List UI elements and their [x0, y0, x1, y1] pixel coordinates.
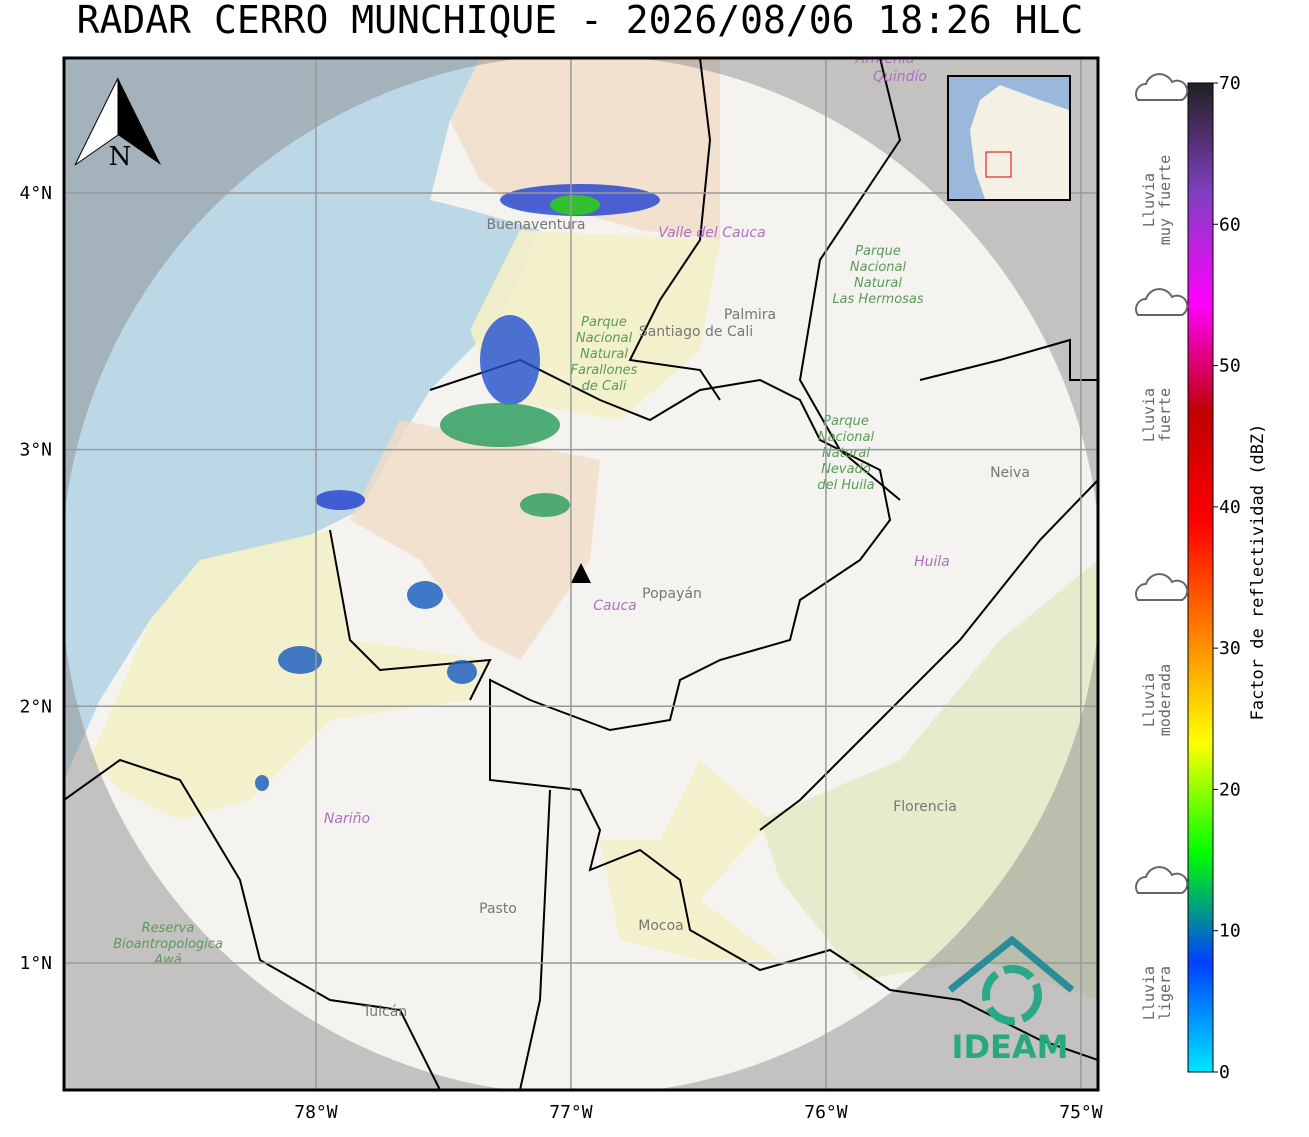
place-label: Santiago de Cali [639, 324, 753, 340]
map-frame [62, 56, 1100, 1092]
park-label: Reserva [142, 921, 195, 936]
echo [520, 493, 570, 517]
place-label: Mocoa [638, 918, 684, 934]
x-tick-label: 78°W [294, 1102, 338, 1123]
park-label: Parque [855, 244, 901, 259]
park-label: Natural [854, 276, 902, 291]
park-label: de Cali [582, 379, 627, 394]
echo [255, 775, 269, 791]
rain-label: muy fuerte [1156, 155, 1174, 245]
park-label: Parque [823, 414, 869, 429]
park-label: Las Hermosas [832, 292, 924, 307]
park-label: Nacional [850, 260, 907, 275]
park-label: Parque [581, 315, 627, 330]
colorbar-tick-label: 10 [1219, 921, 1241, 942]
colorbar-tick-label: 60 [1219, 214, 1241, 235]
grid: 78°W 77°W 76°W 75°W 1°N 2°N 3°N 4°N [19, 58, 1103, 1123]
rain-icon [1135, 573, 1189, 601]
park-label: Nevado [821, 462, 871, 477]
park-label: Bioantropologica [113, 937, 223, 952]
echo [447, 660, 477, 684]
rain-label: Lluvia [1140, 673, 1158, 727]
region [600, 760, 780, 960]
borders [64, 58, 1098, 1090]
place-label: Florencia [893, 799, 957, 815]
y-tick-label: 1°N [19, 953, 52, 974]
echo [550, 195, 600, 215]
rain-label: Lluvia [1140, 966, 1158, 1020]
colorbar-tick-label: 40 [1219, 497, 1241, 518]
inset-extent [985, 151, 1012, 178]
radar-echoes [255, 184, 660, 791]
inset-sea [949, 77, 1069, 199]
rain-label: Lluvia [1140, 388, 1158, 442]
colorbar [1187, 82, 1214, 1073]
rain-label: fuerte [1156, 388, 1174, 442]
colorbar-label: Factor de reflectividad (dBZ) [1248, 424, 1268, 721]
logo-text: IDEAM [952, 1028, 1069, 1066]
park-label: Nacional [818, 430, 875, 445]
y-tick-label: 2°N [19, 696, 52, 717]
map: Santiago de Cali Palmira Popayán Cauca N… [64, 51, 1098, 1090]
inset-map [947, 75, 1071, 201]
echo [480, 315, 540, 405]
park-label: Natural [580, 347, 628, 362]
title: RADAR CERRO MUNCHIQUE - 2026/08/06 18:26… [77, 0, 1084, 42]
x-tick-label: 76°W [804, 1102, 848, 1123]
y-tick-label: 3°N [19, 440, 52, 461]
y-tick-label: 4°N [19, 183, 52, 204]
rain-label: moderada [1156, 664, 1174, 736]
logo-roof [947, 935, 1075, 993]
place-label: Cauca [593, 598, 637, 614]
place-label: Quindío [873, 69, 927, 85]
park-label: Farallones [571, 363, 638, 378]
sea [64, 58, 540, 780]
logo: IDEAM [947, 935, 1075, 1066]
rain-icon [1135, 288, 1189, 316]
place-label: Armenia [855, 51, 915, 67]
place-label: Pasto [479, 901, 517, 917]
place-label: Popayán [642, 586, 702, 602]
x-tick-label: 75°W [1059, 1102, 1103, 1123]
echo [407, 581, 443, 609]
north-arrow: N [74, 77, 161, 172]
park-label: Nacional [576, 331, 633, 346]
place-label: Palmira [724, 307, 776, 323]
colorbar-tick-label: 70 [1219, 73, 1241, 94]
north-label: N [109, 142, 132, 172]
echo [278, 646, 322, 674]
echo [440, 403, 560, 447]
rain-label: ligera [1156, 966, 1174, 1020]
park-label: Awá [153, 953, 182, 968]
logo-swirl [982, 965, 1042, 1025]
x-tick-label: 77°W [549, 1102, 593, 1123]
place-label: Huila [914, 554, 950, 570]
echo [315, 490, 365, 510]
place-label: Nariño [324, 811, 370, 827]
rain-icon [1135, 866, 1189, 894]
place-label: Tulcán [362, 1004, 407, 1020]
rain-icon [1135, 73, 1189, 101]
region [350, 420, 600, 660]
park-label: del Huila [817, 478, 874, 493]
colorbar-tick-label: 50 [1219, 356, 1241, 377]
colorbar-ticks: 0 10 20 30 40 50 60 70 [1213, 73, 1241, 1083]
region [760, 560, 1098, 1000]
place-label: Valle del Cauca [658, 225, 765, 241]
place-label: Buenaventura [486, 217, 585, 233]
north-arrow-right [118, 78, 161, 165]
radar-site [571, 563, 591, 583]
park-label: Natural [822, 446, 870, 461]
colorbar-tick-label: 20 [1219, 779, 1241, 800]
colorbar-tick-label: 30 [1219, 638, 1241, 659]
region [90, 530, 490, 820]
colorbar-tick-label: 0 [1219, 1062, 1230, 1083]
place-label: Neiva [990, 465, 1030, 481]
rain-label: Lluvia [1140, 173, 1158, 227]
